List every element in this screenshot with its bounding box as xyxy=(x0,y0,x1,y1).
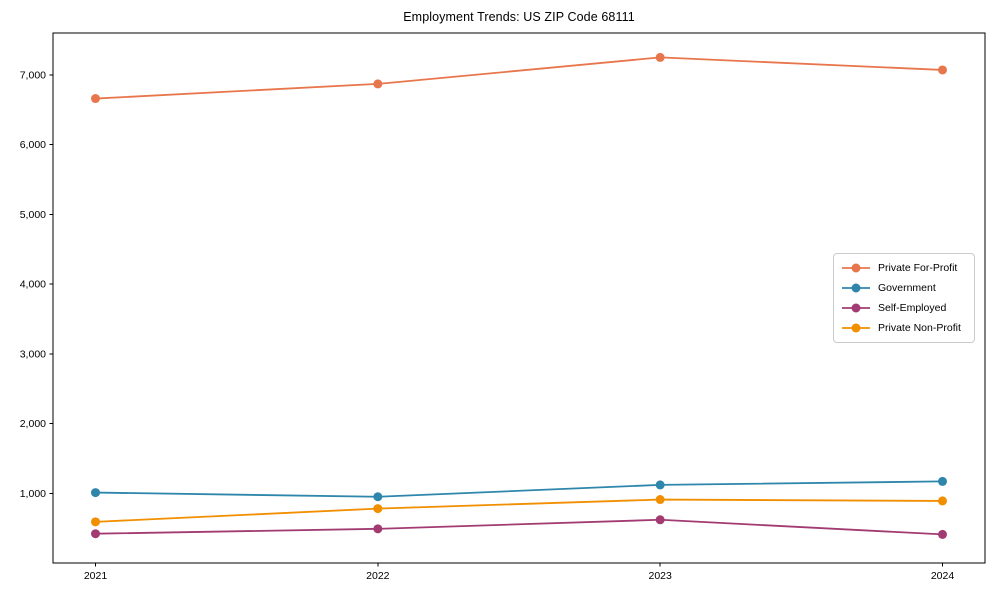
y-tick-label: 1,000 xyxy=(20,488,46,500)
legend-entry: Private For-Profit xyxy=(841,260,966,276)
data-point-private-non-profit-2022 xyxy=(373,504,383,514)
data-point-private-for-profit-2021 xyxy=(91,94,100,104)
data-point-self-employed-2021 xyxy=(91,529,100,539)
legend-entry: Self-Employed xyxy=(841,300,966,316)
series-line-self-employed xyxy=(95,518,943,536)
x-tick-label: 2021 xyxy=(84,570,108,582)
data-point-government-2021 xyxy=(91,488,100,498)
data-point-self-employed-2023 xyxy=(655,515,665,525)
y-tick-label: 5,000 xyxy=(20,209,46,221)
data-point-self-employed-2024 xyxy=(938,529,947,539)
data-point-private-non-profit-2021 xyxy=(91,517,100,527)
y-tick-label: 7,000 xyxy=(20,69,46,81)
legend-label: Self-Employed xyxy=(878,302,947,314)
y-tick-label: 4,000 xyxy=(20,279,46,291)
x-tick-label: 2022 xyxy=(366,570,390,582)
legend-entry: Private Non-Profit xyxy=(841,320,966,336)
legend-marker-icon xyxy=(842,323,870,333)
data-point-government-2024 xyxy=(938,476,947,486)
data-point-private-non-profit-2023 xyxy=(655,495,665,505)
legend: Private For-Profit Government Self-Employe… xyxy=(833,253,975,343)
legend-entry: Government xyxy=(841,280,966,296)
legend-marker-icon xyxy=(842,283,870,293)
y-tick-label: 3,000 xyxy=(20,348,46,360)
data-point-private-for-profit-2022 xyxy=(373,79,383,89)
legend-marker-icon xyxy=(842,263,870,273)
series-line-private-for-profit xyxy=(95,56,943,100)
legend-label: Private Non-Profit xyxy=(878,322,961,334)
data-point-government-2022 xyxy=(373,492,383,502)
data-point-self-employed-2022 xyxy=(373,524,383,534)
axes-frame xyxy=(52,32,986,564)
series-line-government xyxy=(95,480,943,498)
y-tick-label: 2,000 xyxy=(20,418,46,430)
data-point-private-non-profit-2024 xyxy=(938,496,947,506)
data-point-government-2023 xyxy=(655,480,665,490)
y-tick-label: 6,000 xyxy=(20,139,46,151)
data-point-private-for-profit-2024 xyxy=(938,65,947,75)
series-line-private-non-profit xyxy=(95,498,943,523)
x-tick-label: 2024 xyxy=(931,570,955,582)
x-tick-label: 2023 xyxy=(648,570,672,582)
legend-label: Government xyxy=(878,282,936,294)
legend-label: Private For-Profit xyxy=(878,262,958,274)
data-point-private-for-profit-2023 xyxy=(655,52,665,62)
chart-title: Employment Trends: US ZIP Code 68111 xyxy=(403,10,635,24)
legend-marker-icon xyxy=(842,303,870,313)
